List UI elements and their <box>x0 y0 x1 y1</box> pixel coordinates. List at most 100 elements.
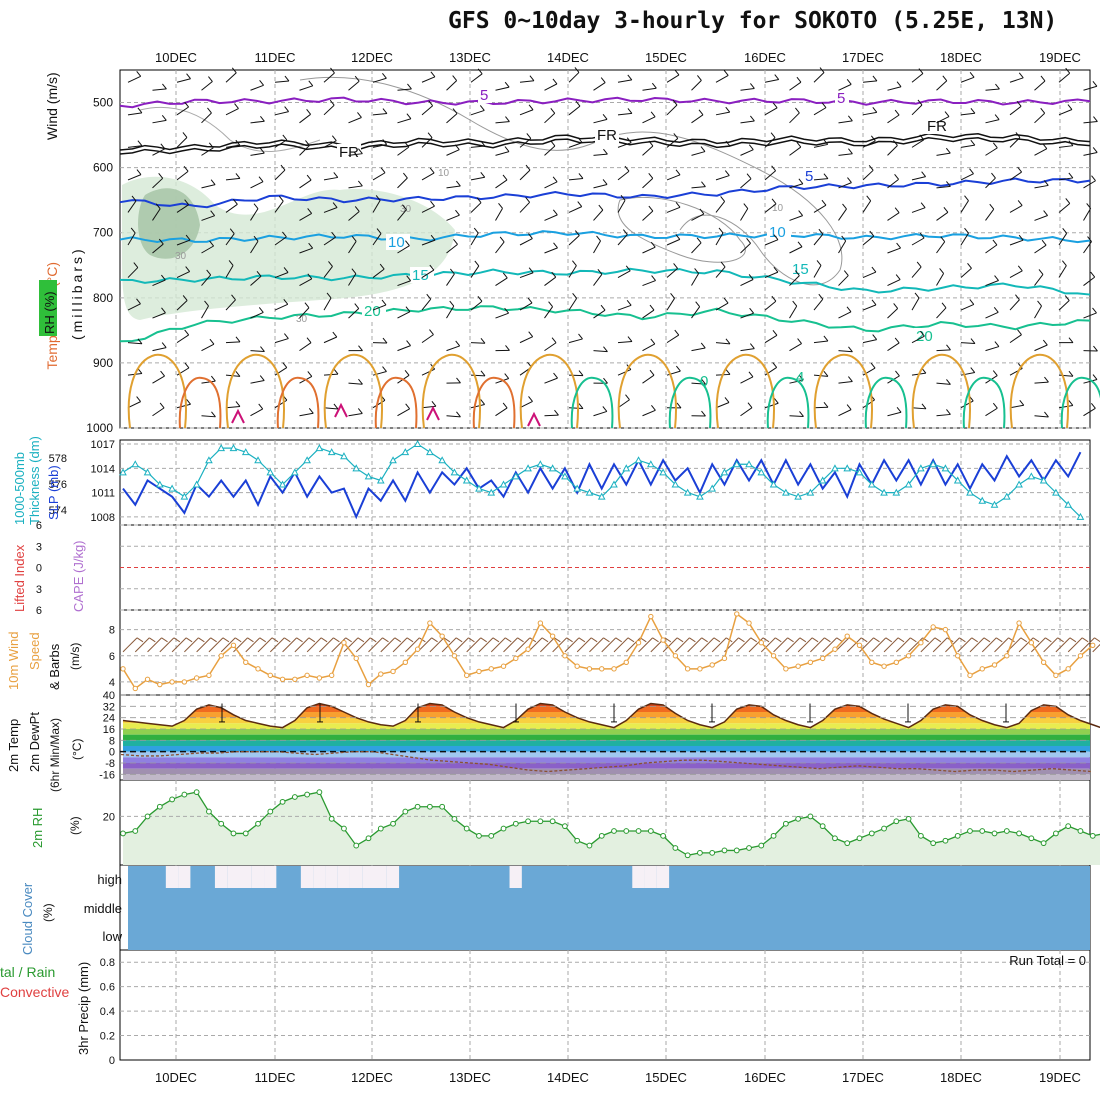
wind-barb-flag <box>406 340 411 346</box>
wind10-point <box>243 659 249 666</box>
wind-barb <box>1083 379 1098 384</box>
date-label-top: 14DEC <box>547 50 589 65</box>
wind-barb <box>642 409 656 417</box>
wind-barb-flag <box>749 307 755 314</box>
wind-barb <box>152 148 166 156</box>
wind10-point <box>942 626 949 633</box>
rh-point <box>795 815 802 822</box>
wind10-point <box>574 663 580 669</box>
wind-barb <box>152 119 167 124</box>
thickness-marker <box>143 468 152 476</box>
wind-barb <box>225 144 240 148</box>
wind-barb-flag <box>550 140 556 147</box>
wind-barb-flag <box>382 108 388 114</box>
wind-barb <box>593 82 606 91</box>
wind10-barb-flag <box>1094 637 1100 643</box>
wind-barb-flag <box>204 300 209 307</box>
wind10-barb <box>490 637 506 653</box>
wind-barb-flag <box>994 275 999 281</box>
rh-point <box>218 820 225 827</box>
thickness-marker <box>426 448 434 456</box>
wind-barb-flag <box>358 148 363 154</box>
wind10-barb-flag <box>787 637 794 643</box>
wind-barb-flag <box>158 238 164 245</box>
wind-barb-flag <box>231 294 236 301</box>
wind-barb <box>936 382 951 385</box>
wind-barb <box>936 307 947 319</box>
wind-barb <box>691 186 706 189</box>
wind-barb-flag <box>258 176 264 182</box>
wind10-barb-flag <box>455 637 463 643</box>
wind-barb <box>764 271 779 279</box>
wind-barb <box>691 151 706 156</box>
wind-barb-flag <box>375 195 381 201</box>
wind10-point <box>390 668 396 675</box>
wind-barb <box>1034 112 1046 124</box>
wind-barb-flag <box>1019 399 1025 406</box>
wind-barb <box>617 79 632 83</box>
wind-barb <box>274 338 289 344</box>
wind10-barb <box>785 637 801 653</box>
wind-barb <box>740 376 754 384</box>
wind10-point <box>967 672 973 679</box>
wind-barb <box>936 152 951 156</box>
wind-barb <box>838 153 853 156</box>
wind-barb-flag <box>235 173 241 179</box>
wind-barb <box>421 368 435 376</box>
wind-barb-flag <box>670 293 675 299</box>
wind-barb-flag <box>627 108 633 114</box>
wind-barb-flag <box>946 379 951 385</box>
wind-barb-flag <box>235 139 241 146</box>
wind-barb <box>715 342 730 345</box>
wind-barb-flag <box>283 267 289 273</box>
wind-barb-flag <box>453 239 458 245</box>
thickness-marker <box>622 464 631 472</box>
wind10-barb <box>883 637 899 653</box>
wind-barb-flag <box>1068 400 1074 406</box>
wind-barb <box>176 137 188 148</box>
li-tick-label: 6 <box>36 605 42 617</box>
wind10-point <box>476 668 482 675</box>
wind-barb <box>299 247 313 254</box>
wind-barb-flag <box>1041 239 1047 246</box>
wind-barb <box>666 206 681 213</box>
wind-barb-flag <box>992 370 998 376</box>
wind-barb-flag <box>698 109 704 116</box>
wind-barb-flag <box>994 341 1000 347</box>
wind-barb <box>544 214 558 221</box>
rh-point <box>512 820 519 827</box>
wind-barb-flag <box>429 167 435 174</box>
wind-barb <box>397 408 410 417</box>
wind-barb <box>1083 276 1095 286</box>
wind-barb-flag <box>473 227 479 234</box>
wind-barb-flag <box>253 203 259 209</box>
li-tick-label: 6 <box>36 520 42 532</box>
wind-barb-flag <box>552 176 558 183</box>
wind-barb <box>985 177 996 189</box>
wind-barb-flag <box>749 115 755 122</box>
wind-barb-flag <box>1061 260 1067 266</box>
wind-barb-flag <box>474 260 480 267</box>
rh-point <box>120 830 126 837</box>
thickness-slp-line <box>122 443 1081 518</box>
wind-barb <box>397 88 412 91</box>
temp-color-band <box>123 746 1090 752</box>
wind-barb-flag <box>130 227 136 234</box>
wind-barb <box>1034 148 1048 156</box>
wind-barb <box>372 304 387 311</box>
wind-barb <box>960 144 975 148</box>
wind-barb-flag <box>308 80 314 87</box>
wind-barb-flag <box>870 362 876 369</box>
thickness-marker <box>511 472 520 480</box>
thickness-axis-label-2: Thickness (dm) <box>27 436 42 525</box>
wind-barb <box>1034 184 1049 189</box>
wind-barb <box>1034 274 1044 286</box>
wind-barb-flag <box>284 333 289 339</box>
wind-barb <box>617 112 632 116</box>
wind10-barb <box>711 637 727 653</box>
wind10-point <box>169 679 175 685</box>
wind10-barb <box>282 637 297 653</box>
wind-barb-flag <box>1065 198 1071 204</box>
wind10-barb <box>441 637 457 653</box>
thickness-marker <box>966 488 974 496</box>
